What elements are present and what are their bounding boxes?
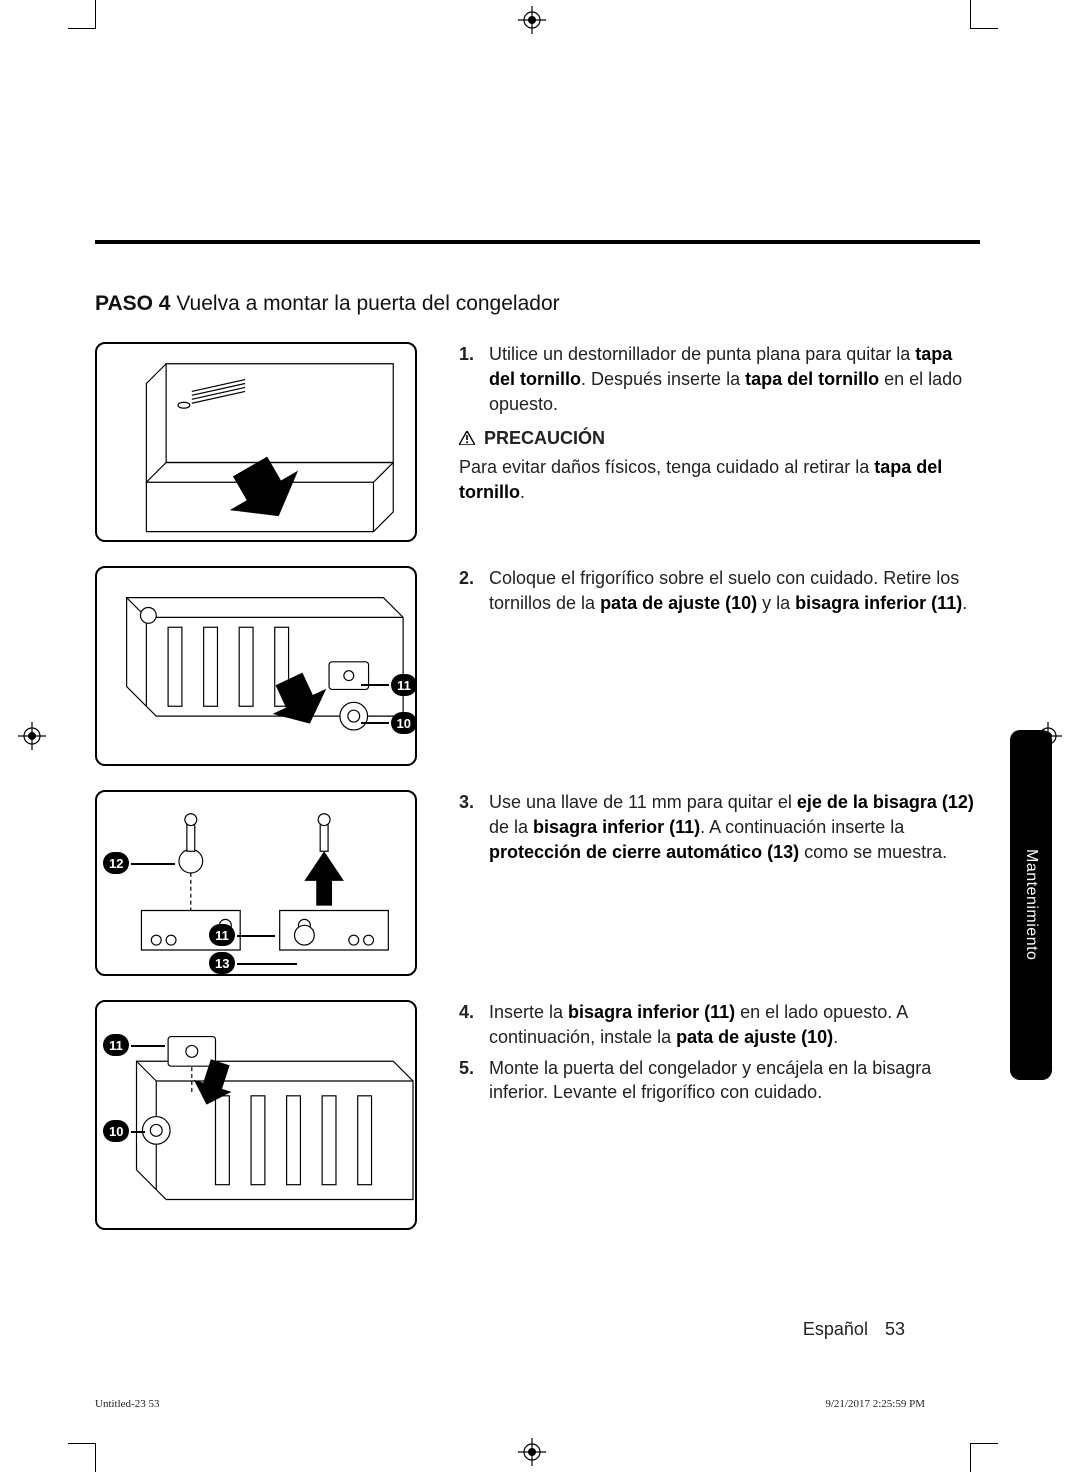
callout-10: 10 (391, 712, 417, 734)
figure-4-svg (97, 1002, 415, 1229)
step-row-2: 11 10 2. Coloque el frigorífico sobre el… (95, 566, 980, 766)
step-row-1: 1. Utilice un destornillador de punta pl… (95, 342, 980, 542)
registration-mark-icon (518, 1438, 546, 1466)
callout-13: 13 (209, 952, 235, 974)
step-title-text: Vuelva a montar la puerta del congelador (176, 292, 559, 315)
callout-11: 11 (391, 674, 417, 696)
heading-rule (95, 240, 980, 244)
step-4-5-text: 4. Inserte la bisagra inferior (11) en e… (459, 1000, 980, 1111)
callout-10: 10 (103, 1120, 129, 1142)
section-tab-label: Mantenimiento (1022, 849, 1040, 960)
step-1-body: Utilice un destornillador de punta plana… (489, 344, 962, 414)
warning-icon (459, 427, 475, 441)
step-4-body: Inserte la bisagra inferior (11) en el l… (489, 1002, 907, 1047)
footer-meta-right: 9/21/2017 2:25:59 PM (825, 1398, 925, 1410)
step-heading: PASO 4 Vuelva a montar la puerta del con… (95, 292, 980, 316)
step-3-text: 3. Use una llave de 11 mm para quitar el… (459, 790, 980, 870)
figure-4: 11 10 (95, 1000, 417, 1230)
figure-3-svg (97, 792, 415, 976)
callout-11: 11 (209, 924, 235, 946)
page-number: 53 (885, 1319, 905, 1339)
caution-body: Para evitar daños físicos, tenga cuidado… (459, 455, 980, 505)
section-tab: Mantenimiento (1010, 730, 1052, 1080)
caution-label: PRECAUCIÓN (459, 426, 980, 451)
step-1-text: 1. Utilice un destornillador de punta pl… (459, 342, 980, 505)
figure-1-svg (97, 344, 415, 542)
step-row-4: 11 10 4. Inserte la bisagra inferior (11… (95, 1000, 980, 1230)
footer-language: Español 53 (803, 1319, 905, 1340)
callout-12: 12 (103, 852, 129, 874)
step-2-body: Coloque el frigorífico sobre el suelo co… (489, 568, 967, 613)
footer-meta-left: Untitled-23 53 (95, 1398, 159, 1410)
figure-2-svg (97, 568, 415, 766)
step-label: PASO 4 (95, 292, 170, 315)
step-5-body: Monte la puerta del congelador y encájel… (489, 1058, 931, 1103)
registration-mark-icon (18, 722, 46, 750)
step-2-text: 2. Coloque el frigorífico sobre el suelo… (459, 566, 980, 622)
step-row-3: 12 11 13 3. Use una llave de 11 mm para … (95, 790, 980, 976)
callout-11: 11 (103, 1034, 129, 1056)
figure-3: 12 11 13 (95, 790, 417, 976)
step-3-body: Use una llave de 11 mm para quitar el ej… (489, 792, 974, 862)
figure-2: 11 10 (95, 566, 417, 766)
page: PASO 4 Vuelva a montar la puerta del con… (95, 50, 980, 1420)
registration-mark-icon (518, 6, 546, 34)
figure-1 (95, 342, 417, 542)
